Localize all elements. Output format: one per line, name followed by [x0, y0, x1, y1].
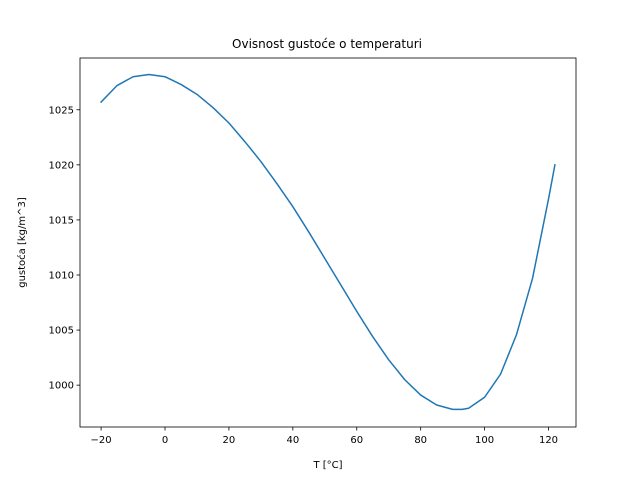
x-tick-label: 40 — [286, 435, 299, 446]
y-tick-label: 1000 — [49, 381, 74, 392]
x-axis: −20 0 20 40 60 80 100 120 — [91, 427, 558, 446]
axes-frame — [79, 57, 577, 428]
y-tick-label: 1020 — [49, 160, 74, 171]
y-axis: 1000 1005 1010 1015 1020 1025 — [49, 105, 80, 392]
x-tick-label: −20 — [91, 435, 112, 446]
y-tick-label: 1015 — [49, 215, 74, 226]
y-tick-label: 1010 — [49, 270, 74, 281]
x-tick-label: 60 — [350, 435, 363, 446]
y-axis-label: gustoća [kg/m^3] — [16, 197, 28, 288]
x-tick-label: 120 — [539, 435, 558, 446]
plot-area — [100, 73, 556, 411]
x-tick-label: 20 — [223, 435, 236, 446]
chart-title: Ovisnost gustoće o temperaturi — [232, 37, 422, 51]
x-tick-label: 80 — [414, 435, 427, 446]
x-axis-label: T [°C] — [312, 460, 342, 471]
series-line-0 — [100, 73, 556, 411]
x-tick-label: 0 — [162, 435, 168, 446]
y-tick-label: 1025 — [49, 105, 74, 116]
y-tick-label: 1005 — [49, 326, 74, 337]
x-tick-label: 100 — [475, 435, 494, 446]
